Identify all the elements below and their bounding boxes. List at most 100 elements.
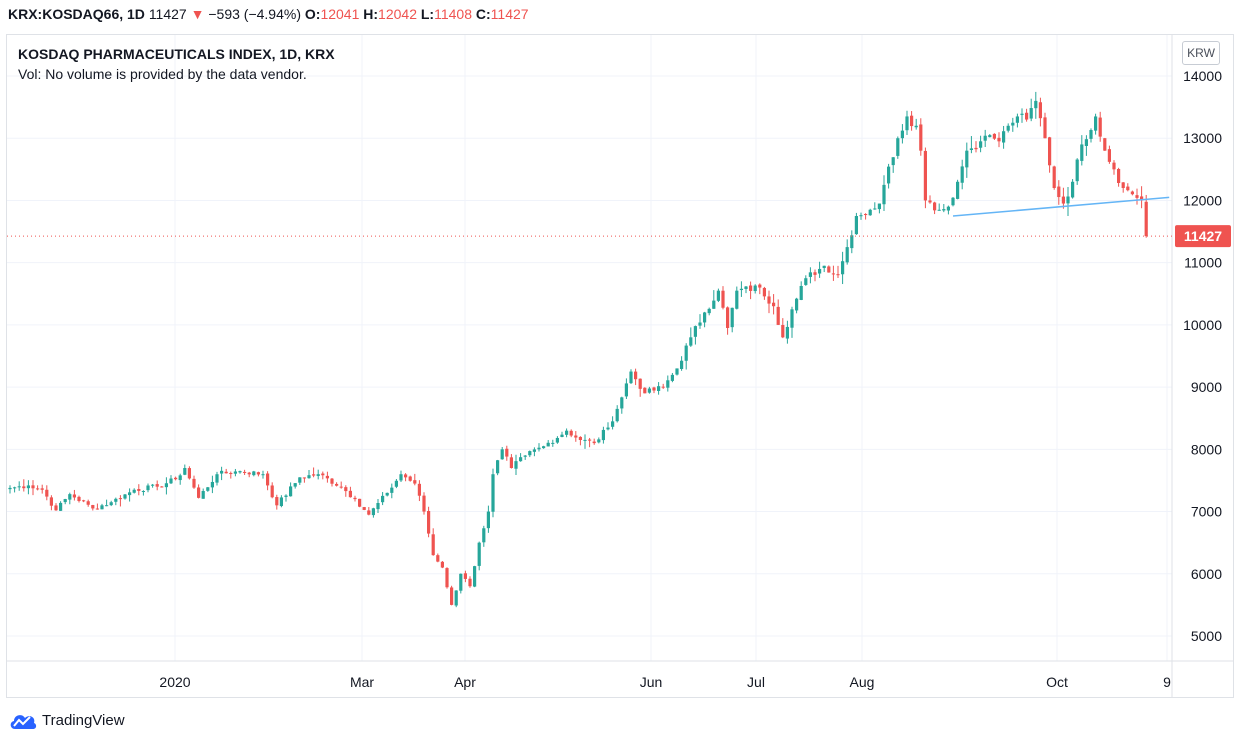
close-label: C: — [475, 6, 491, 22]
candle-body — [735, 290, 739, 309]
candle-body — [367, 510, 371, 515]
candle-body — [560, 434, 564, 438]
candle-body — [174, 477, 178, 480]
candle-body — [1094, 116, 1098, 131]
currency-button[interactable]: KRW — [1182, 41, 1220, 65]
candle-body — [850, 235, 854, 249]
candle-body — [772, 302, 776, 307]
candle-body — [592, 441, 596, 444]
candle-body — [859, 215, 863, 217]
open-value: 12041 — [320, 6, 360, 22]
candle-body — [390, 487, 394, 493]
candle-body — [54, 505, 58, 511]
candle-body — [624, 383, 628, 397]
candle-body — [983, 135, 987, 141]
candle-body — [270, 485, 274, 498]
y-tick-label: 12000 — [1183, 192, 1222, 208]
candle-body — [767, 296, 771, 304]
candle-body — [928, 200, 932, 203]
candle-body — [905, 116, 909, 131]
candle-body — [951, 197, 955, 206]
candle-body — [8, 487, 12, 490]
candle-body — [1075, 159, 1079, 182]
candle-body — [505, 448, 509, 457]
candle-body — [661, 386, 665, 388]
candle-body — [325, 475, 329, 479]
candle-body — [988, 135, 992, 138]
y-tick-label: 9000 — [1191, 379, 1222, 395]
x-tick-label: Jun — [640, 674, 663, 690]
candle-body — [477, 542, 481, 566]
candle-body — [40, 488, 44, 490]
candle-body — [864, 214, 868, 216]
volume-note: Vol: No volume is provided by the data v… — [18, 66, 307, 82]
candle-body — [762, 287, 766, 297]
candle-body — [210, 481, 214, 488]
candle-body — [900, 130, 904, 139]
symbol-label: KRX:KOSDAQ66, 1D — [8, 6, 145, 22]
candle-body — [316, 474, 320, 476]
candle-body — [141, 491, 145, 493]
candle-body — [26, 485, 30, 489]
candle-body — [946, 206, 950, 211]
tradingview-branding[interactable]: TradingView — [8, 708, 125, 732]
candle-body — [887, 166, 891, 184]
down-arrow-icon: ▼ — [190, 6, 205, 22]
candle-body — [1048, 137, 1052, 166]
candle-body — [730, 307, 734, 328]
candle-body — [132, 489, 136, 493]
candle-body — [178, 475, 182, 481]
candle-body — [362, 507, 366, 510]
candle-body — [997, 137, 1001, 142]
candle-body — [546, 442, 550, 447]
candle-body — [243, 471, 247, 473]
candle-body — [588, 439, 592, 441]
candle-body — [703, 312, 707, 323]
candle-body — [1140, 196, 1144, 201]
candle-body — [785, 326, 789, 339]
candle-body — [781, 325, 785, 338]
candle-body — [238, 471, 242, 473]
candle-body — [1130, 191, 1134, 195]
candle-body — [77, 496, 81, 502]
candle-body — [689, 337, 693, 346]
candle-body — [629, 371, 633, 384]
candle-body — [114, 498, 118, 502]
y-tick-label: 8000 — [1191, 441, 1222, 457]
candle-body — [519, 457, 523, 462]
tradingview-cloud-icon — [10, 715, 37, 729]
candle-body — [496, 460, 500, 474]
candle-body — [1061, 196, 1065, 204]
candle-body — [252, 471, 256, 476]
candle-body — [417, 483, 421, 496]
candle-body — [606, 427, 610, 430]
x-tick-label: Apr — [454, 674, 476, 690]
candle-body — [486, 511, 490, 529]
candle-body — [923, 150, 927, 201]
candle-body — [804, 278, 808, 285]
candle-body — [454, 590, 458, 606]
candle-body — [440, 561, 444, 568]
candle-body — [868, 209, 872, 216]
candle-body — [937, 209, 941, 211]
candle-body — [482, 528, 486, 543]
chart-frame[interactable] — [6, 34, 1234, 698]
candle-body — [206, 487, 210, 491]
candle-body — [201, 491, 205, 499]
candle-body — [1126, 186, 1130, 191]
candle-body — [436, 555, 440, 562]
candle-body — [450, 587, 454, 605]
y-tick-label: 10000 — [1183, 317, 1222, 333]
candle-body — [82, 500, 86, 502]
y-tick-label: 7000 — [1191, 504, 1222, 520]
x-tick-label: Aug — [850, 674, 875, 690]
candle-body — [371, 508, 375, 516]
candle-body — [491, 474, 495, 512]
candle-body — [597, 439, 601, 443]
candle-body — [261, 474, 265, 476]
candle-body — [693, 326, 697, 337]
candle-body — [307, 475, 311, 479]
candle-body — [100, 505, 104, 510]
candle-body — [1057, 186, 1061, 198]
